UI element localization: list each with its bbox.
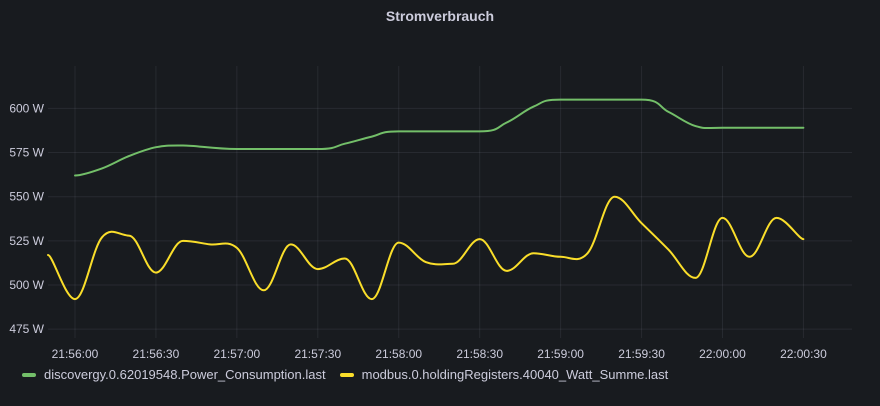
y-axis-tick-labels: 475 W 500 W 525 W 550 W 575 W 600 W [9,101,44,336]
x-tick-label: 21:58:00 [375,347,422,361]
legend-item-2[interactable]: modbus.0.holdingRegisters.40040_Watt_Sum… [339,367,669,382]
chart-title: Stromverbrauch [385,8,495,24]
legend-label: discovergy.0.62019548.Power_Consumption.… [44,367,326,382]
x-tick-label: 21:59:00 [537,347,584,361]
series-lines [47,98,805,301]
x-tick-label: 21:57:30 [294,347,341,361]
x-tick-label: 22:00:00 [699,347,746,361]
legend-item-1[interactable]: discovergy.0.62019548.Power_Consumption.… [22,367,326,382]
x-tick-label: 22:00:30 [780,347,827,361]
legend-label: modbus.0.holdingRegisters.40040_Watt_Sum… [361,367,669,382]
x-tick-label: 21:57:00 [213,347,260,361]
legend-swatch [339,372,354,377]
legend-swatch [22,372,36,377]
y-tick-label: 475 W [9,322,44,336]
y-gridlines [48,107,852,330]
x-tick-label: 21:59:30 [618,347,665,361]
series-line-2 [47,195,805,301]
series-line-1 [74,98,805,177]
y-tick-label: 500 W [9,278,44,292]
y-tick-label: 550 W [9,190,44,204]
x-tick-label: 21:56:00 [52,347,99,361]
x-tick-label: 21:56:30 [133,347,180,361]
x-gridlines [74,66,804,338]
legend: discovergy.0.62019548.Power_Consumption.… [22,367,668,382]
x-tick-label: 21:58:30 [456,347,503,361]
y-tick-label: 600 W [9,101,44,115]
y-tick-label: 525 W [9,234,44,248]
y-tick-label: 575 W [9,146,44,160]
x-axis-tick-labels: 21:56:00 21:56:30 21:57:00 21:57:30 21:58:00… [52,347,827,361]
